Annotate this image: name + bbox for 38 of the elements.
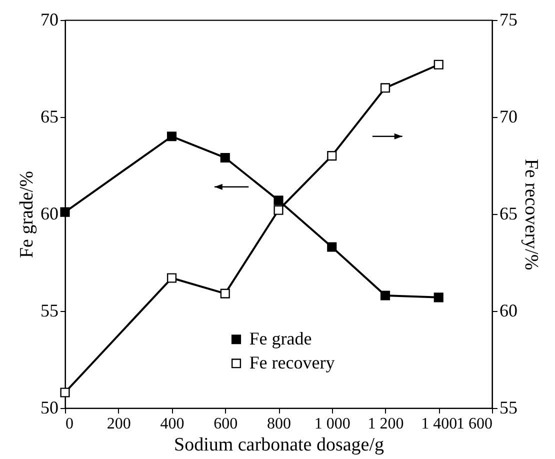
point: [274, 196, 284, 206]
x-tick-label: 1 400: [421, 416, 458, 432]
y2-tick-label: 75: [500, 10, 518, 30]
point: [274, 205, 284, 215]
x-tick-label: 0: [66, 416, 74, 432]
y-tick-label: 60: [40, 204, 58, 224]
x-tick-label: 400: [160, 416, 184, 432]
x-tick-label: 800: [267, 416, 291, 432]
y-tick-label: 50: [40, 398, 58, 418]
y-tick-label: 65: [40, 106, 58, 126]
point: [327, 242, 337, 252]
x-tick-label: 1 200: [368, 416, 404, 432]
point: [60, 388, 70, 398]
x-axis-title: Sodium carbonate dosage/g: [174, 434, 384, 456]
x-tick-label: 600: [214, 416, 238, 432]
point: [380, 290, 390, 300]
point: [434, 60, 444, 70]
x-tick-label: 200: [106, 416, 131, 432]
point: [380, 83, 390, 93]
point: [434, 292, 444, 302]
y-axis-title: Fe grade/%: [16, 170, 38, 258]
x-tick-label: 1 600: [456, 416, 492, 432]
point: [220, 152, 230, 163]
y2-tick-label: 60: [500, 300, 518, 320]
y2-tick-label: 70: [500, 106, 518, 126]
point: [166, 132, 177, 142]
point: [327, 151, 337, 161]
legend-label: Fe grade: [249, 328, 312, 348]
point: [220, 288, 230, 298]
y2-tick-label: 55: [500, 398, 518, 418]
y2-tick-label: 65: [500, 204, 518, 224]
y-tick-label: 55: [40, 300, 58, 320]
y-tick-label: 70: [40, 10, 58, 30]
point: [166, 273, 177, 283]
x-tick-label: 1 000: [314, 416, 350, 432]
y2-axis-title: Fe recovery/%: [520, 158, 542, 270]
legend-label: Fe recovery: [249, 352, 335, 372]
point: [60, 207, 70, 217]
